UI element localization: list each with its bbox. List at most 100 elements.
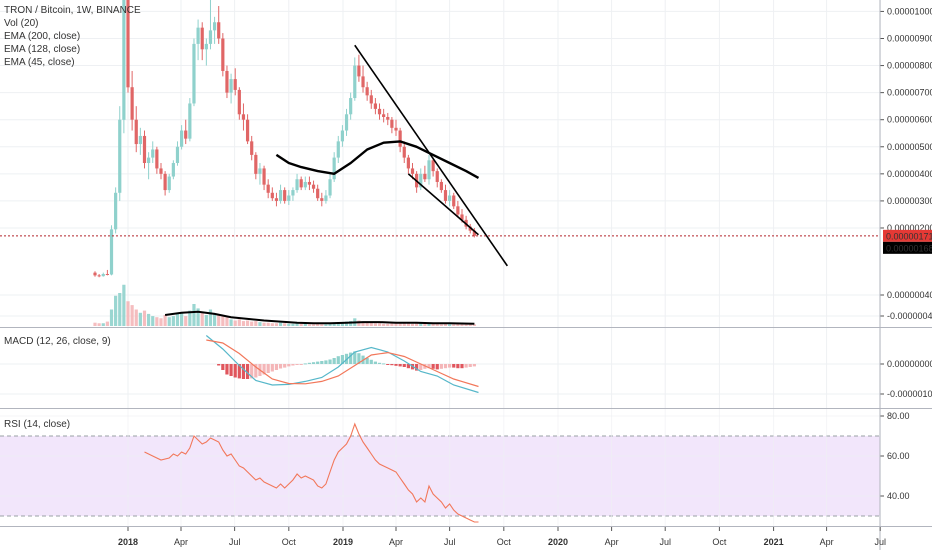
volume-bar — [386, 323, 390, 326]
volume-bar — [423, 323, 427, 326]
volume-bar — [163, 315, 167, 326]
trendline — [354, 44, 509, 267]
candle-body — [93, 272, 97, 276]
macd-hist-bar — [415, 364, 419, 371]
macd-axis[interactable]: 0.00000000 -0.00000100 — [880, 359, 932, 399]
volume-bar — [151, 316, 155, 326]
macd-hist-bar — [431, 364, 435, 369]
candle-body — [97, 275, 101, 277]
macd-hist-bar — [468, 364, 472, 367]
rsi-axis[interactable]: 80.00 60.00 40.00 — [880, 411, 910, 501]
macd-signal-path — [206, 339, 479, 388]
time-axis-label: Jul — [229, 537, 241, 547]
volume-bar — [171, 316, 175, 326]
time-axis-label: Oct — [282, 537, 297, 547]
macd-hist-bar — [369, 359, 373, 364]
volume-bar — [328, 323, 332, 326]
candle-body — [472, 230, 476, 236]
volume-bar — [291, 323, 295, 326]
rsi-legend: RSI (14, close) — [4, 419, 70, 430]
time-axis-label: Apr — [389, 537, 403, 547]
price-axis-label: -0.00000040 — [887, 311, 932, 321]
volume-bar — [295, 323, 299, 326]
price-axis-label: 0.00000700 — [887, 88, 932, 98]
main-pane[interactable]: TRON / Bitcoin, 1W, BINANCE Vol (20) EMA… — [0, 0, 932, 327]
volume-bar — [118, 293, 122, 326]
volume-bar — [241, 321, 246, 326]
candle-body — [287, 195, 291, 201]
macd-hist-bar — [464, 364, 468, 368]
candle-body — [299, 179, 303, 188]
rsi-path — [144, 422, 479, 523]
volume-bar — [147, 313, 151, 326]
rsi-pane[interactable]: RSI (14, close) 80.00 60.00 40.00 — [0, 409, 910, 526]
volume-bar — [200, 311, 204, 326]
candle-body — [229, 79, 233, 93]
candle-body — [180, 130, 184, 147]
candle-body — [274, 198, 279, 201]
macd-hist-bar — [406, 364, 410, 369]
candle-body — [254, 154, 258, 174]
price-axis-label: 0.00001000 — [887, 6, 932, 16]
macd-hist-bar — [221, 364, 225, 370]
price-axis-label: 0.00000600 — [887, 115, 932, 125]
volume-bar — [415, 322, 419, 326]
macd-hist-bar — [340, 355, 345, 364]
candle-body — [167, 176, 171, 191]
candle-body — [122, 0, 126, 120]
time-axis[interactable]: 2018 Apr Jul Oct 2019 Apr Jul Oct 2020 Apr Jul Oct 2… — [118, 527, 886, 547]
volume-bar — [101, 323, 105, 326]
legend-ema-200: EMA (200, close) — [4, 31, 80, 42]
macd-hist-bar — [402, 364, 406, 367]
volume-bar — [109, 309, 114, 326]
macd-hist-bar — [225, 364, 229, 375]
candle-body — [307, 181, 312, 185]
candle-body — [357, 65, 361, 77]
volume-bar — [382, 323, 386, 326]
macd-hist-bar — [217, 364, 221, 366]
time-axis-label: Apr — [174, 537, 188, 547]
volume-bar — [221, 316, 225, 326]
candle-body — [147, 157, 151, 164]
macd-lines — [205, 335, 479, 394]
volume-bar — [460, 324, 464, 326]
price-axis-label: 0.00000040 — [887, 290, 932, 300]
volume-bar — [105, 321, 109, 326]
candle-body — [118, 119, 122, 193]
candle-body — [328, 179, 332, 196]
candle-body — [278, 190, 283, 201]
macd-hist-bar — [266, 364, 270, 373]
price-badge-label: 0.00000171 — [886, 231, 932, 241]
macd-hist-bar — [278, 364, 283, 369]
macd-hist-bar — [295, 364, 299, 365]
price-axis[interactable]: 0.000011000.000010000.000009000.00000800… — [880, 0, 932, 321]
candle-body — [171, 163, 175, 177]
volume-bar — [196, 308, 200, 326]
candle-body — [151, 149, 155, 158]
candle-body — [163, 173, 167, 191]
volume-bar — [456, 323, 460, 326]
candle-body — [443, 190, 448, 201]
macd-hist-bar — [332, 358, 336, 364]
volume-bar — [427, 322, 431, 326]
macd-hist-bar — [241, 364, 246, 379]
candle-body — [175, 146, 180, 164]
candle-body — [353, 65, 357, 99]
macd-hist-bar — [357, 353, 361, 364]
candle-body — [311, 184, 316, 189]
candle-body — [320, 198, 324, 201]
candle-body — [105, 274, 109, 275]
candle-body — [266, 184, 270, 193]
volume-bar — [258, 322, 262, 326]
macd-pane[interactable]: MACD (12, 26, close, 9) 0.00000000 -0.000… — [0, 328, 932, 408]
candle-body — [324, 195, 328, 201]
volume-bar — [332, 322, 336, 326]
rsi-axis-label: 80.00 — [887, 411, 910, 421]
macd-hist-bar — [377, 362, 382, 364]
macd-hist-bar — [398, 364, 402, 367]
volume-bar — [377, 323, 382, 326]
candle-body — [241, 114, 246, 120]
volume-bar — [250, 321, 254, 326]
